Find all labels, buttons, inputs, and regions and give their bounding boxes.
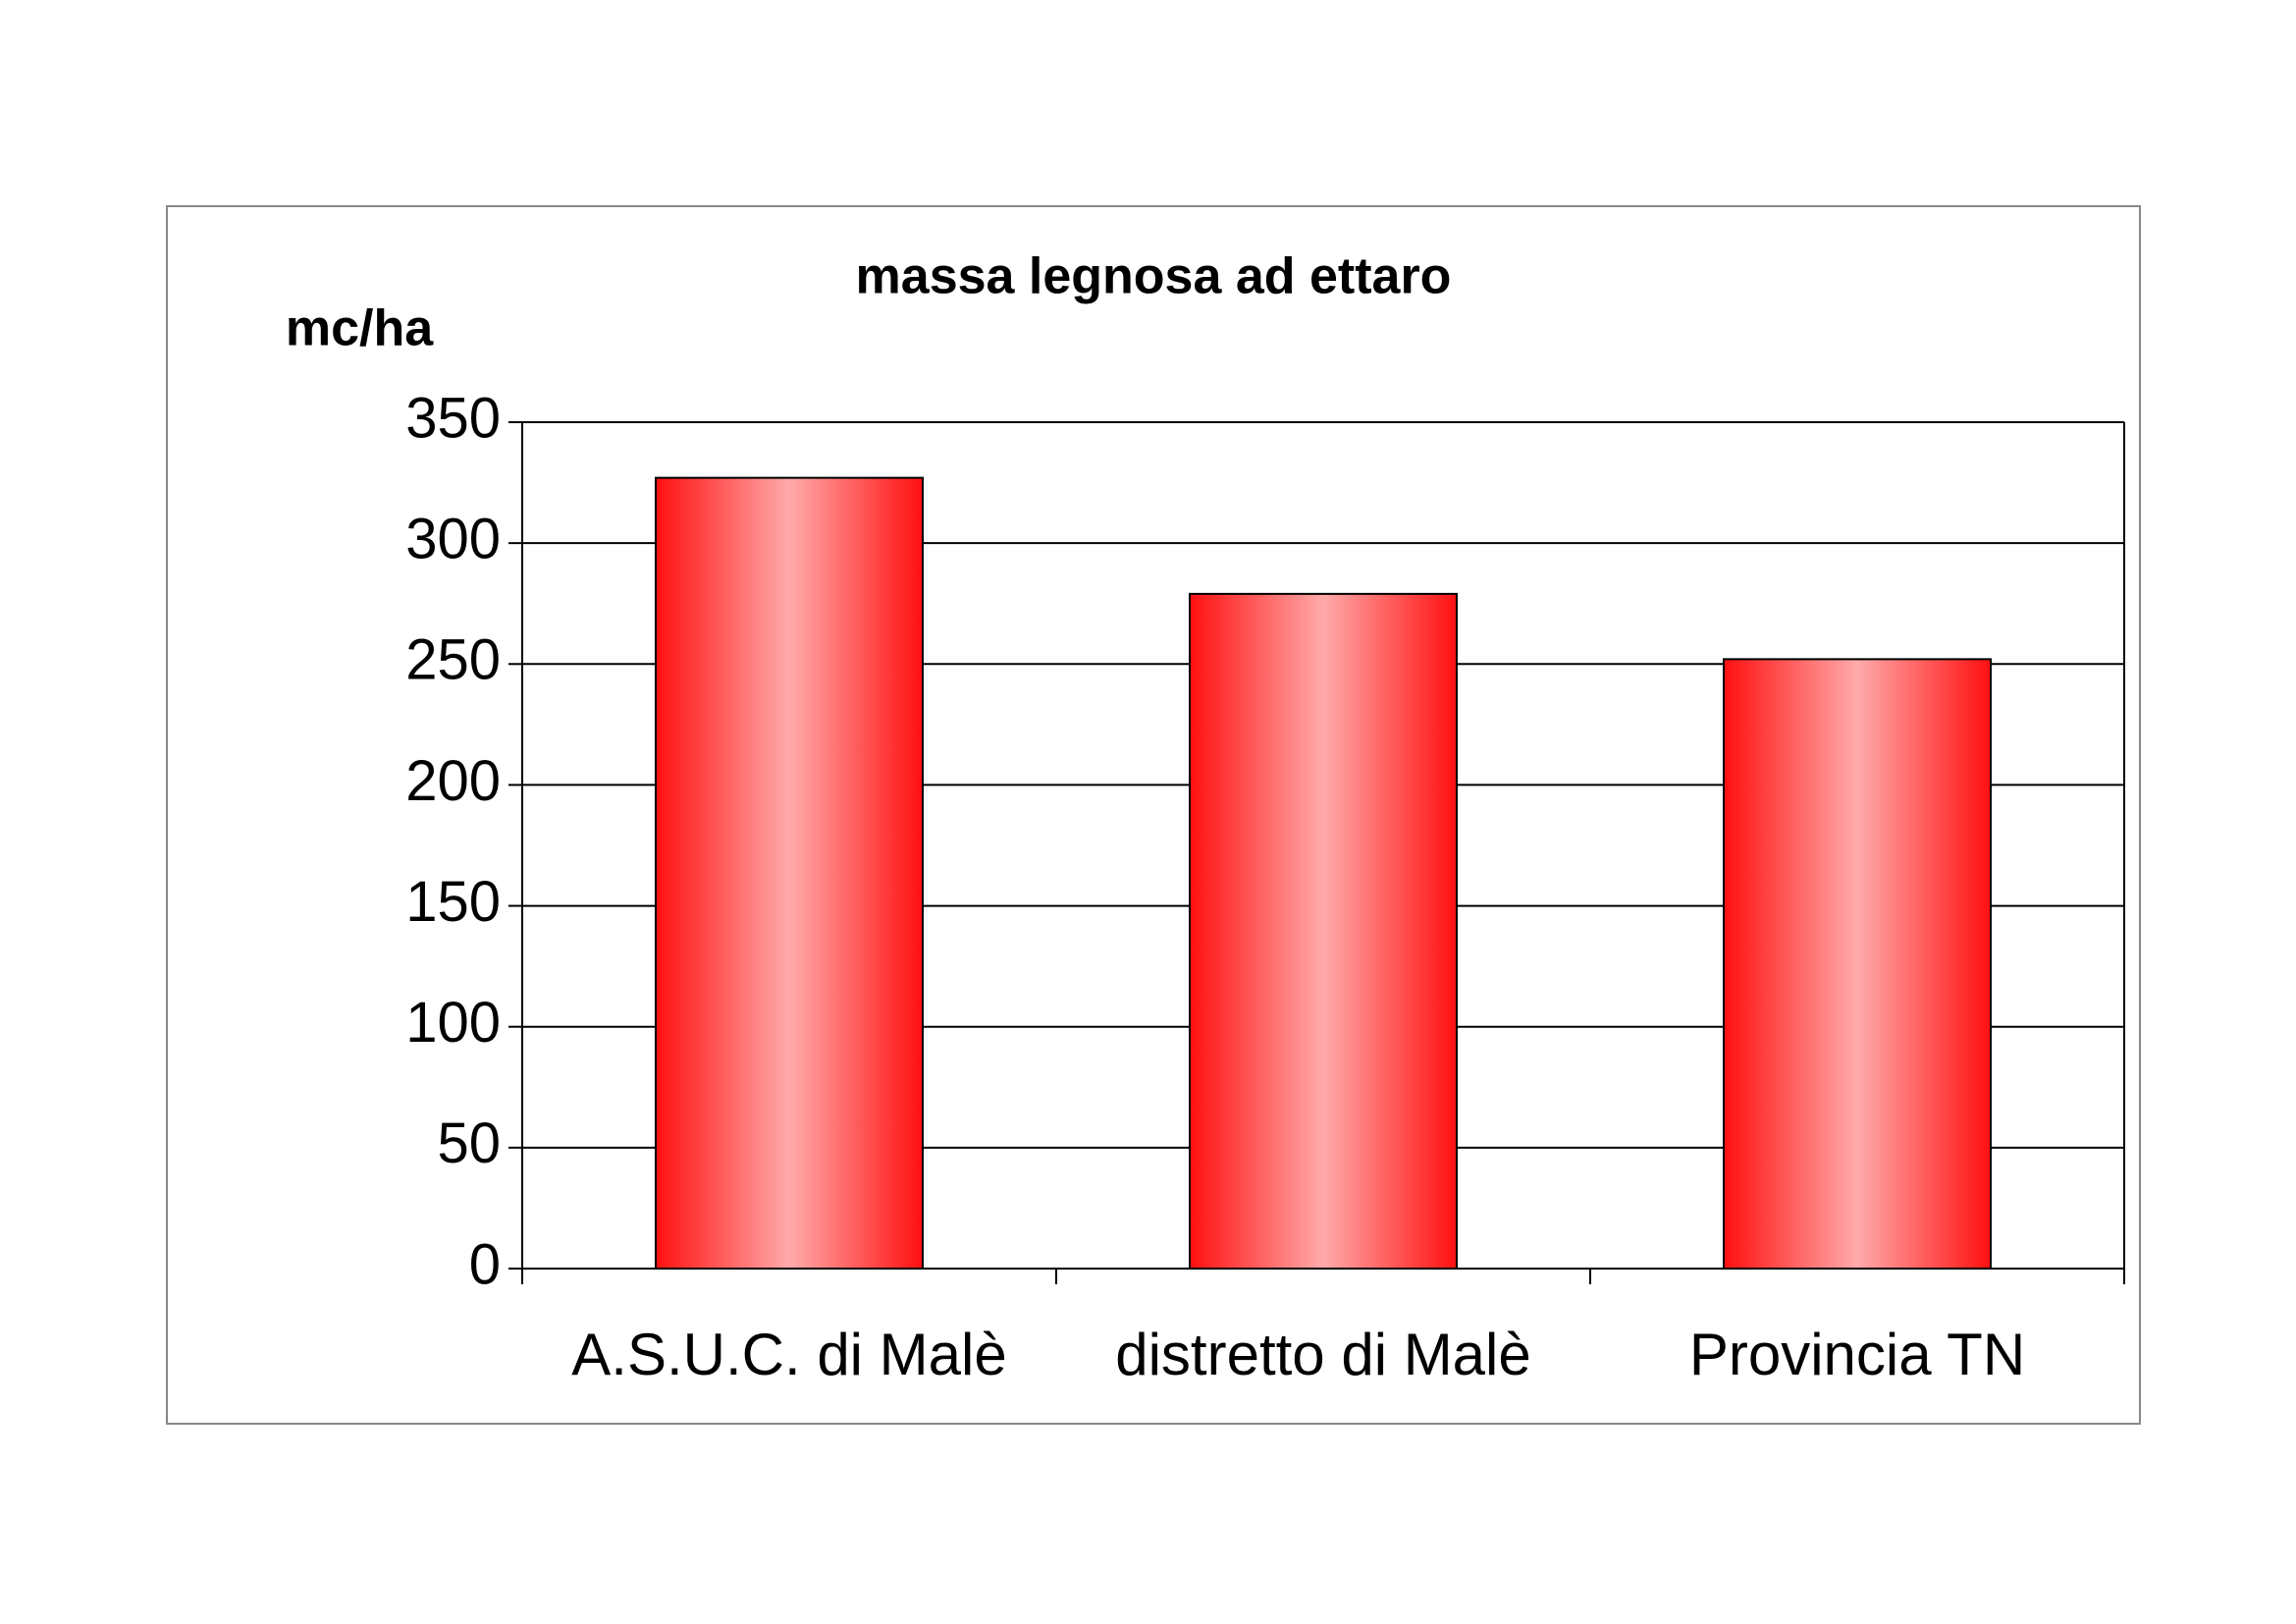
bar xyxy=(655,476,924,1271)
chart-title: massa legnosa ad ettaro xyxy=(856,248,1452,305)
x-tick-label: Provincia TN xyxy=(1689,1322,2025,1387)
y-tick-label: 50 xyxy=(437,1111,501,1175)
x-tick-label: distretto di Malè xyxy=(1115,1322,1531,1387)
y-axis-label: mc/ha xyxy=(286,300,434,357)
y-tick-label: 350 xyxy=(405,386,501,450)
y-tick-label: 250 xyxy=(405,628,501,692)
y-tick-label: 0 xyxy=(469,1232,501,1296)
y-tick-label: 150 xyxy=(405,870,501,934)
y-tick-label: 200 xyxy=(405,749,501,813)
bar xyxy=(1723,658,1992,1270)
bar xyxy=(1189,592,1458,1270)
x-tick-label: A.S.U.C. di Malè xyxy=(571,1322,1006,1387)
y-tick-label: 100 xyxy=(405,991,501,1055)
y-tick-label: 300 xyxy=(405,507,501,570)
